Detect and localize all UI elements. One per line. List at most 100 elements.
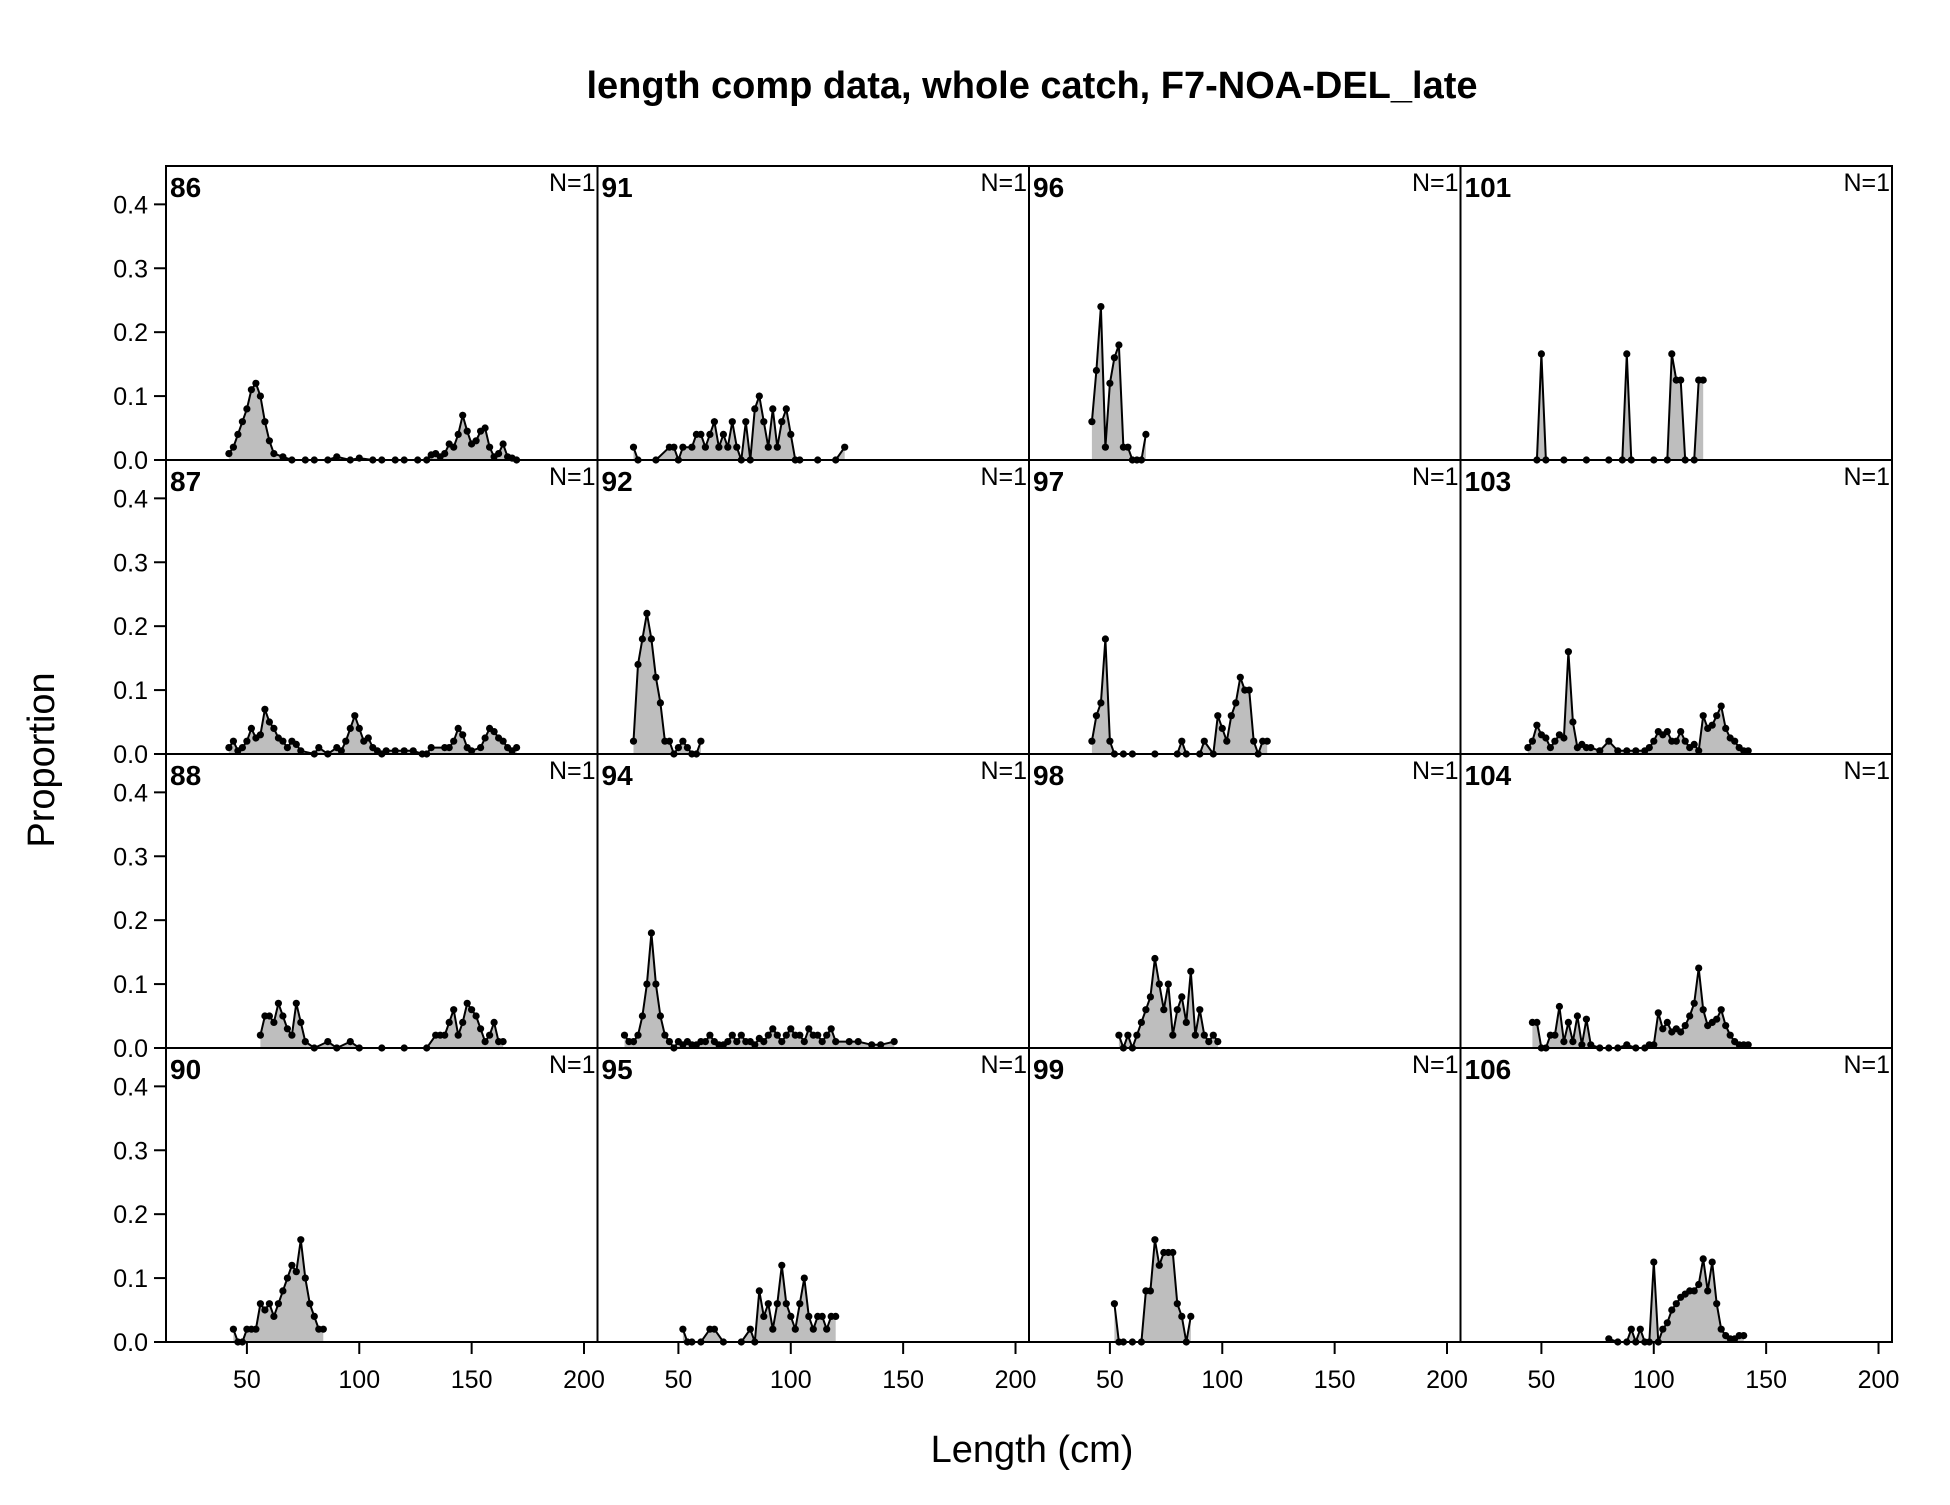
data-point-98-15 <box>1182 1018 1190 1026</box>
panel-label-96: 96 <box>1033 172 1064 203</box>
data-point-88-25 <box>459 1018 467 1026</box>
data-point-86-1 <box>229 443 237 451</box>
data-point-91-23 <box>760 418 768 426</box>
panel-label-101: 101 <box>1465 172 1512 203</box>
data-point-91-11 <box>706 430 714 438</box>
data-point-103-18 <box>1623 747 1631 755</box>
data-point-95-15 <box>778 1261 786 1269</box>
panels-group: 86 N=187 N=188 N=190 N=191 N=192 N=194 N=195 N=1… <box>165 165 1893 1346</box>
data-point-94-40 <box>800 1038 808 1046</box>
data-point-94-26 <box>737 1031 745 1039</box>
axes-group: 0.0 0.1 0.2 0.3 0.4 0.0 0.1 0.2 0.3 0.4 0.0 0.1 0.2 0… <box>113 191 1899 1394</box>
panel-106: 106 N=1 <box>1459 1047 1893 1346</box>
data-point-94-44 <box>818 1038 826 1046</box>
data-point-91-17 <box>733 443 741 451</box>
data-point-86-5 <box>247 386 255 394</box>
data-point-86-2 <box>234 430 242 438</box>
data-point-103-9 <box>1564 648 1572 656</box>
data-point-98-22 <box>1214 1038 1222 1046</box>
data-point-104-12 <box>1582 1015 1590 1023</box>
data-point-99-6 <box>1146 1287 1154 1295</box>
panel-frame-99 <box>1028 1047 1462 1343</box>
y-tick-label-2-3: 0.3 <box>113 843 148 871</box>
data-point-104-5 <box>1551 1031 1559 1039</box>
area-fill-98 <box>1118 958 1218 1048</box>
data-point-87-33 <box>400 747 408 755</box>
data-point-91-21 <box>751 405 759 413</box>
panel-96: 96 N=1 <box>1028 165 1462 464</box>
y-tick-label-3-1: 0.1 <box>113 1265 148 1293</box>
data-point-104-11 <box>1578 1041 1586 1049</box>
data-point-87-34 <box>409 747 417 755</box>
data-point-87-15 <box>292 740 300 749</box>
data-point-96-6 <box>1115 341 1123 349</box>
y-tick-label-0-1: 0.1 <box>113 383 148 411</box>
data-point-91-9 <box>697 430 705 438</box>
data-point-95-11 <box>760 1312 768 1320</box>
data-point-106-12 <box>1668 1306 1676 1314</box>
panel-label-103: 103 <box>1465 466 1512 497</box>
data-point-97-13 <box>1200 737 1208 745</box>
data-point-91-0 <box>629 443 638 451</box>
data-point-103-32 <box>1695 747 1703 755</box>
data-point-86-6 <box>252 379 260 387</box>
data-point-94-33 <box>769 1025 777 1033</box>
x-tick-label-0-2: 150 <box>451 1366 493 1394</box>
data-point-92-1 <box>634 660 642 669</box>
panel-label-98: 98 <box>1033 760 1064 791</box>
data-point-104-35 <box>1713 1015 1721 1023</box>
data-point-106-11 <box>1663 1319 1671 1327</box>
panel-label-91: 91 <box>602 172 633 203</box>
y-tick-label-2-4: 0.4 <box>113 779 148 807</box>
data-point-88-23 <box>450 1006 458 1014</box>
data-point-87-8 <box>261 705 269 713</box>
data-point-90-7 <box>261 1306 269 1314</box>
data-point-106-17 <box>1690 1287 1698 1295</box>
data-point-104-27 <box>1677 1028 1685 1036</box>
panel-frame-98 <box>1028 753 1462 1049</box>
data-point-90-20 <box>319 1325 327 1333</box>
y-axis-title: Proportion <box>21 672 63 847</box>
panel-frame-91 <box>596 165 1030 461</box>
data-point-98-7 <box>1146 993 1154 1001</box>
data-point-94-49 <box>854 1038 862 1046</box>
data-point-92-5 <box>652 673 660 681</box>
data-point-86-40 <box>495 450 503 458</box>
data-point-98-4 <box>1133 1031 1141 1039</box>
data-point-90-0 <box>229 1325 237 1333</box>
data-point-101-1 <box>1537 350 1545 358</box>
data-point-96-12 <box>1142 430 1150 438</box>
y-tick-label-0-0: 0.0 <box>113 447 148 475</box>
data-point-98-14 <box>1178 993 1186 1001</box>
y-tick-label-0-2: 0.2 <box>113 319 148 347</box>
data-point-87-13 <box>283 744 291 752</box>
data-point-86-31 <box>454 430 462 438</box>
data-point-88-28 <box>472 1012 480 1020</box>
data-point-97-17 <box>1223 737 1231 745</box>
data-point-88-31 <box>486 1031 494 1039</box>
data-point-88-29 <box>477 1025 485 1033</box>
chart-title: length comp data, whole catch, F7-NOA-DE… <box>586 65 1477 107</box>
data-point-103-36 <box>1713 712 1721 720</box>
data-point-106-0 <box>1605 1335 1613 1343</box>
data-point-87-27 <box>364 734 372 742</box>
data-point-87-41 <box>454 724 462 733</box>
data-point-103-1 <box>1528 737 1536 745</box>
data-point-94-24 <box>728 1031 736 1039</box>
data-point-96-5 <box>1110 354 1118 362</box>
data-point-97-0 <box>1088 737 1096 745</box>
data-point-96-3 <box>1101 443 1109 451</box>
x-tick-label-1-3: 200 <box>995 1366 1037 1394</box>
data-point-94-19 <box>706 1031 714 1039</box>
data-point-91-16 <box>728 418 736 426</box>
data-point-103-22 <box>1650 737 1658 745</box>
data-point-103-25 <box>1663 728 1671 736</box>
data-point-90-14 <box>292 1268 300 1276</box>
area-fill-88 <box>260 1003 504 1048</box>
data-point-94-18 <box>701 1038 710 1046</box>
panel-98: 98 N=1 <box>1028 753 1462 1052</box>
data-point-106-21 <box>1708 1258 1716 1266</box>
data-point-101-17 <box>1699 376 1707 384</box>
data-point-94-51 <box>877 1041 885 1049</box>
